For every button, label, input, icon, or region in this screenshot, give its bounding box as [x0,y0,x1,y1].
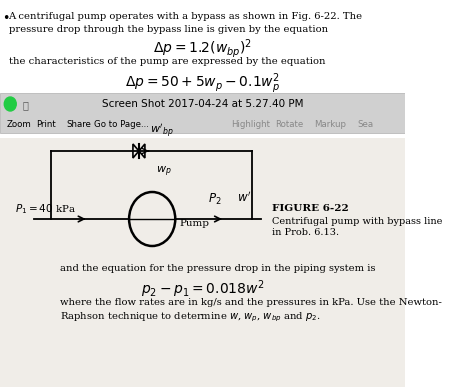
Text: A centrifugal pump operates with a bypass as shown in Fig. 6-22. The: A centrifugal pump operates with a bypas… [9,12,363,21]
Text: Raphson technique to determine $w$, $w_p$, $w_{bp}$ and $p_2$.: Raphson technique to determine $w$, $w_p… [60,311,321,324]
Text: where the flow rates are in kg/s and the pressures in kPa. Use the Newton-: where the flow rates are in kg/s and the… [60,298,442,307]
Text: $p_2 - p_1 = 0.018w^2$: $p_2 - p_1 = 0.018w^2$ [141,278,264,300]
Text: FIGURE 6-22: FIGURE 6-22 [272,204,348,213]
Text: $\Delta p = 1.2(w_{bp})^2$: $\Delta p = 1.2(w_{bp})^2$ [153,37,252,60]
Text: Print: Print [36,120,55,129]
Text: Pump: Pump [180,219,210,228]
Text: $P_2$: $P_2$ [208,192,221,207]
Text: Highlight: Highlight [231,120,270,129]
Text: 📄: 📄 [22,100,28,110]
Text: •: • [2,12,10,25]
Text: in Prob. 6.13.: in Prob. 6.13. [272,228,339,237]
Text: $P_1 = 40$ kPa: $P_1 = 40$ kPa [15,202,77,216]
Bar [0,93,405,133]
Text: pressure drop through the bypass line is given by the equation: pressure drop through the bypass line is… [9,25,328,34]
Text: Centrifugal pump with bypass line: Centrifugal pump with bypass line [272,217,442,226]
Text: $w_p$: $w_p$ [156,164,172,179]
Text: $w'$: $w'$ [237,190,251,205]
Text: Rotate: Rotate [275,120,303,129]
Text: Share: Share [67,120,91,129]
Text: Go to Page...: Go to Page... [94,120,149,129]
Circle shape [4,97,16,111]
Text: the characteristics of the pump are expressed by the equation: the characteristics of the pump are expr… [9,57,325,66]
Text: and the equation for the pressure drop in the piping system is: and the equation for the pressure drop i… [60,264,375,273]
Bar [0,138,405,387]
Text: $\Delta p = 50 + 5w_p - 0.1w_p^2$: $\Delta p = 50 + 5w_p - 0.1w_p^2$ [125,71,280,96]
Text: Zoom: Zoom [7,120,32,129]
Text: Sea: Sea [357,120,374,129]
Text: Markup: Markup [315,120,346,129]
Text: $w'_{bp}$: $w'_{bp}$ [150,123,173,140]
Text: Screen Shot 2017-04-24 at 5.27.40 PM: Screen Shot 2017-04-24 at 5.27.40 PM [102,99,303,109]
